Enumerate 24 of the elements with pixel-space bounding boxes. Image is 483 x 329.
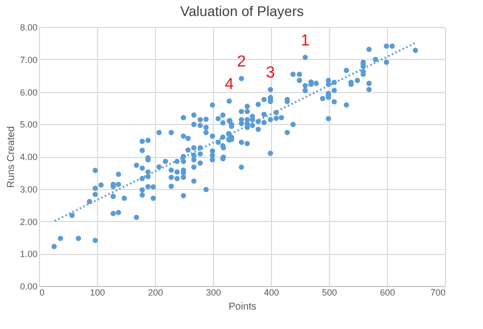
x-tick-label: 200 <box>148 288 164 298</box>
y-tick-label: 7.00 <box>20 54 38 65</box>
x-tick-label: 100 <box>90 288 106 298</box>
x-tick-label: 700 <box>430 288 446 298</box>
y-tick-label: 8.00 <box>20 22 38 32</box>
y-tick-label: 4.00 <box>20 152 38 162</box>
annotation: 4 <box>224 76 234 94</box>
y-tick-label: 1.00 <box>20 249 38 260</box>
annotation: 3 <box>266 64 275 82</box>
y-tick-label: 2.00 <box>20 216 38 227</box>
x-tick-label: 300 <box>206 288 222 298</box>
y-tick-label: 0.00 <box>20 282 38 292</box>
x-axis-title: Points <box>228 302 256 312</box>
annotation: 1 <box>300 32 310 50</box>
x-tick-label: 600 <box>380 288 396 298</box>
x-tick-label: 400 <box>264 288 280 298</box>
chart-title: Valuation of Players <box>180 3 304 19</box>
x-tick-label: 0 <box>40 288 45 298</box>
annotation: 2 <box>236 53 246 70</box>
x-tick-label: 500 <box>322 288 338 298</box>
y-axis-title: Runs Created <box>6 126 17 188</box>
y-tick-label: 5.00 <box>20 120 38 130</box>
y-tick-label: 6.00 <box>20 87 38 98</box>
y-tick-label: 3.00 <box>20 184 38 194</box>
